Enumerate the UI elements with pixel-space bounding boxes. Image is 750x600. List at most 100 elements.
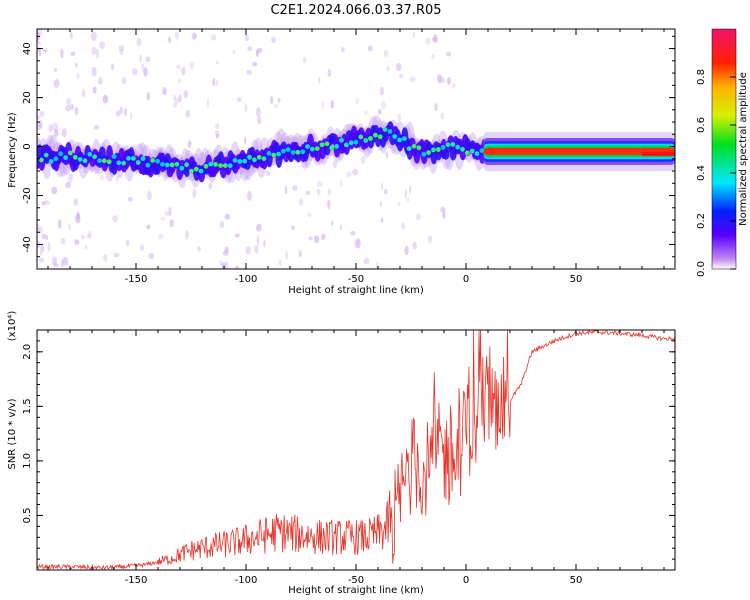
spectral-speckle [412, 31, 415, 38]
spectral-speckle [88, 230, 92, 238]
spectral-speckle [247, 46, 253, 51]
spectral-ridge-point [319, 142, 325, 148]
spectral-ridge-point [179, 165, 185, 171]
spectral-ridge-point [87, 151, 93, 157]
spectral-speckle [352, 168, 359, 176]
spectral-speckle [113, 253, 120, 258]
spectral-speckle [340, 180, 343, 188]
spectral-speckle [65, 182, 71, 189]
spectral-speckle [368, 45, 373, 52]
spectral-ridge-point [227, 163, 233, 169]
spectral-ridge-point [397, 137, 402, 143]
spectral-speckle [90, 31, 97, 42]
spectral-speckle [74, 239, 80, 245]
spectral-speckle [38, 41, 41, 46]
spectral-speckle [215, 60, 219, 65]
colorbar-tick-label: 0.2 [696, 213, 707, 229]
spectral-speckle [244, 136, 247, 145]
spectral-speckle [305, 190, 311, 196]
spectral-ridge-point [300, 149, 306, 155]
spectral-speckle [69, 31, 73, 40]
spectral-speckle [401, 222, 405, 230]
spectral-speckle [215, 133, 220, 139]
spectral-speckle [381, 217, 384, 224]
spectral-ridge-point [348, 140, 354, 146]
spectral-speckle [185, 230, 189, 240]
colorbar-tick-label: 0.0 [696, 261, 707, 277]
spectral-speckle [442, 211, 446, 219]
spectral-speckle [169, 219, 174, 228]
spectral-speckle [67, 177, 73, 184]
spectral-speckle [183, 90, 188, 99]
spectrogram-xtick-label: -50 [348, 274, 364, 285]
spectral-speckle [215, 79, 219, 86]
spectral-ridge-point [145, 162, 151, 168]
spectral-speckle [54, 67, 57, 72]
snr-ytick-label: 2.0 [22, 344, 33, 360]
spectral-ridge-point [77, 157, 83, 162]
spectral-ridge-point [416, 145, 422, 151]
spectral-speckle [96, 48, 99, 59]
spectral-speckle [232, 49, 236, 54]
spectral-speckle [381, 182, 384, 190]
spectral-speckle [254, 244, 259, 254]
spectral-speckle [247, 190, 252, 201]
spectral-speckle [383, 49, 389, 57]
spectral-speckle [99, 41, 105, 49]
spectrogram-xtick-label: -150 [125, 274, 148, 285]
spectral-ridge-point [189, 168, 194, 174]
spectral-speckle [427, 235, 433, 244]
spectral-speckle [41, 233, 47, 240]
spectral-ridge-point [126, 155, 131, 161]
spectral-speckle [356, 238, 361, 249]
spectral-speckle [102, 94, 109, 104]
spectral-speckle [76, 211, 80, 220]
spectral-speckle [52, 122, 59, 132]
spectral-ridge-point [295, 149, 301, 155]
snr-xlabel: Height of straight line (km) [288, 585, 424, 596]
spectral-ridge-point [440, 145, 446, 150]
spectral-ridge-point [261, 156, 267, 162]
spectral-speckle [383, 188, 388, 195]
spectral-speckle [357, 146, 363, 153]
colorbar-gradient [711, 28, 737, 270]
spectral-ridge-point [247, 154, 252, 160]
spectral-ridge-point [276, 151, 281, 157]
spectral-speckle [125, 239, 130, 247]
spectral-speckle [158, 234, 164, 240]
spectral-speckle [173, 94, 176, 101]
spectral-speckle [44, 199, 50, 206]
spectral-speckle [416, 213, 421, 221]
spectral-speckle [130, 111, 133, 121]
spectral-speckle [80, 235, 86, 240]
spectral-speckle [447, 76, 451, 85]
spectrogram-xtick-label: -100 [235, 274, 258, 285]
spectral-speckle [146, 190, 152, 201]
spectral-speckle [141, 62, 144, 73]
spectral-speckle [37, 187, 40, 197]
spectral-speckle [140, 244, 144, 251]
spectral-speckle [47, 242, 51, 252]
spectral-speckle [136, 37, 142, 47]
spectral-speckle [40, 250, 43, 256]
spectral-speckle [364, 110, 368, 116]
snr-ytick-label: 1.5 [22, 398, 33, 414]
spectral-speckle [139, 54, 142, 63]
spectral-ridge-point [97, 158, 102, 164]
spectral-speckle [285, 250, 288, 260]
spectral-speckle [277, 97, 281, 104]
spectral-speckle [452, 83, 456, 89]
spectral-speckle [440, 207, 446, 213]
spectral-speckle [316, 181, 323, 188]
spectral-speckle [223, 250, 229, 256]
figure-title: C2E1.2024.066.03.37.R05 [270, 3, 441, 18]
spectral-speckle [398, 201, 401, 206]
spectral-speckle [119, 49, 124, 55]
colorbar-tick-label: 0.6 [696, 117, 707, 133]
spectral-speckle [51, 186, 58, 195]
spectral-ridge-point [402, 136, 407, 142]
spectral-ridge-point [406, 146, 412, 152]
spectral-ridge-point [82, 158, 88, 164]
spectrogram-panel: -150 -100 -50 0 50 40 20 0 -20 -40 Height of stra… [7, 28, 676, 296]
spectral-ridge-point [464, 150, 470, 156]
